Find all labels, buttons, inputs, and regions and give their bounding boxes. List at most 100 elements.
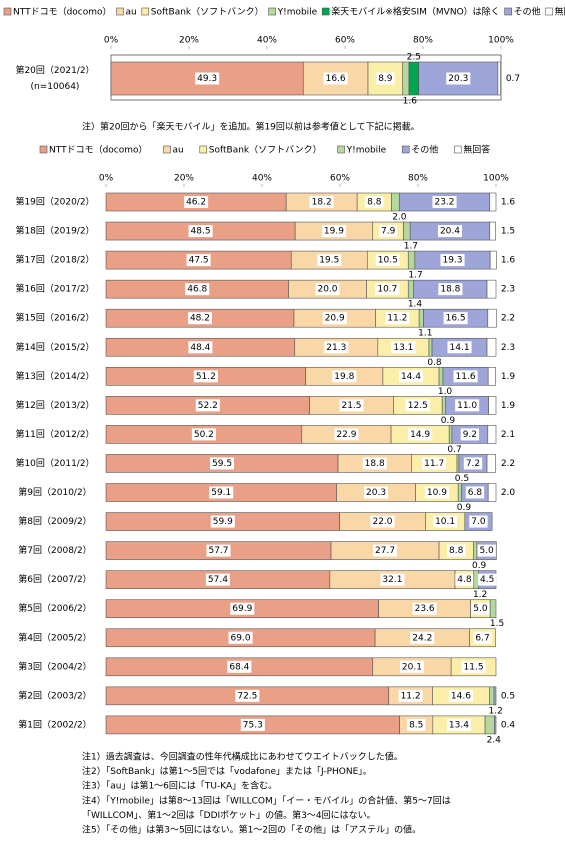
value-label-box xyxy=(432,196,457,208)
value-label: 1.4 xyxy=(408,300,423,310)
value-label: 20.3 xyxy=(366,488,386,498)
value-label-box xyxy=(410,631,435,644)
x-tick-label: 80% xyxy=(413,36,433,46)
value-label: 7.9 xyxy=(381,227,396,237)
value-label: 0.9 xyxy=(472,561,487,571)
category-label: 第19回（2020/2） xyxy=(15,196,94,208)
legend-swatch xyxy=(321,7,330,16)
bar-segment xyxy=(489,192,497,212)
value-label: 2.5 xyxy=(407,53,421,63)
value-label-box xyxy=(209,486,234,499)
bar-segment xyxy=(493,686,497,706)
value-label: 19.3 xyxy=(442,256,462,266)
value-label: 11.0 xyxy=(457,401,477,411)
bar-segment xyxy=(473,541,478,560)
value-label-box xyxy=(309,196,334,208)
value-label: 21.5 xyxy=(341,401,361,411)
value-label: 4.5 xyxy=(480,575,494,585)
category-label: 第4回（2005/2） xyxy=(18,631,91,643)
legend-label: SoftBank（ソフトバンク） xyxy=(151,7,264,18)
value-label-box xyxy=(332,370,357,383)
bar-segment xyxy=(489,250,497,270)
value-label-box xyxy=(448,689,473,702)
value-label: 20.4 xyxy=(440,227,460,237)
x-tick-label: 60% xyxy=(335,36,355,46)
value-label-box xyxy=(440,254,465,267)
value-label-box xyxy=(373,544,398,557)
value-label: 0.7 xyxy=(447,445,461,455)
value-label: 10.5 xyxy=(378,256,398,266)
value-label: 20.1 xyxy=(402,662,422,672)
value-label: 10.9 xyxy=(427,488,447,498)
value-label: 2.0 xyxy=(501,488,516,498)
value-label: 13.1 xyxy=(393,343,413,353)
value-label-box xyxy=(399,660,424,673)
value-label-box xyxy=(408,428,433,441)
x-tick-label: 80% xyxy=(408,174,428,184)
value-label: 27.7 xyxy=(375,546,395,556)
x-tick-label: 0% xyxy=(104,36,119,46)
value-label-box xyxy=(315,283,340,296)
value-label-box xyxy=(469,515,488,528)
legend-label: au xyxy=(126,8,137,18)
value-label: 21.3 xyxy=(326,343,346,353)
value-label: 48.5 xyxy=(191,227,211,237)
x-tick-label: 60% xyxy=(330,174,350,184)
value-label-box xyxy=(385,312,410,325)
bar-segment xyxy=(408,61,420,96)
legend-label: 楽天モバイル※格安SIM（MVNO）は除く xyxy=(331,6,499,18)
value-label: 6.7 xyxy=(475,633,489,643)
value-label-box xyxy=(447,341,472,354)
value-label-box xyxy=(477,544,496,557)
value-label-box xyxy=(184,196,209,208)
value-label-box xyxy=(334,428,359,441)
value-label: 8.9 xyxy=(378,74,393,84)
bar-segment xyxy=(403,221,411,241)
footnote: 注2）「SoftBank」は第1～5回では「vodafone」または「J-PHO… xyxy=(82,765,372,777)
value-label-box xyxy=(365,196,384,208)
value-label-box xyxy=(235,689,260,702)
value-label-box xyxy=(398,689,423,702)
footnote: 「WILLCOM」、第1～2回は「DDIポケット」の値。第3～4回にはない。 xyxy=(82,809,376,821)
value-label-box xyxy=(437,225,463,238)
value-label: 11.6 xyxy=(456,372,476,382)
value-label-box xyxy=(324,341,349,354)
value-label: 57.4 xyxy=(208,575,228,585)
value-label-box xyxy=(195,399,220,412)
value-label: 1.2 xyxy=(473,590,487,600)
value-label: 49.3 xyxy=(197,74,217,84)
value-label-box xyxy=(379,225,398,238)
legend-swatch xyxy=(3,7,12,16)
bar-segment xyxy=(486,279,497,299)
value-label: 46.8 xyxy=(187,285,207,295)
category-label: 第14回（2015/2） xyxy=(15,341,94,353)
value-label-box xyxy=(187,312,213,325)
legend-swatch xyxy=(545,7,553,16)
value-label-box xyxy=(398,370,424,383)
value-label-box xyxy=(206,544,231,557)
category-label: 第3回（2004/2） xyxy=(18,660,91,672)
value-label: 2.1 xyxy=(501,430,515,440)
value-label: 22.9 xyxy=(336,430,356,440)
value-label-box xyxy=(422,457,447,470)
bar-segment xyxy=(486,337,497,357)
value-label-box xyxy=(195,72,220,85)
legend-swatch xyxy=(116,7,124,16)
value-label-box xyxy=(443,312,468,325)
value-label-box xyxy=(446,718,471,731)
value-label: 0.7 xyxy=(506,74,520,84)
value-label-box xyxy=(191,428,216,441)
value-label-box xyxy=(471,602,490,615)
x-tick-label: 0% xyxy=(99,174,114,184)
legend-label: NTTドコモ（docomo） xyxy=(49,145,148,156)
value-label: 23.6 xyxy=(415,604,435,614)
value-label: 50.2 xyxy=(194,430,214,440)
bar-segment xyxy=(402,61,410,96)
category-label: 第10回（2011/2） xyxy=(15,457,94,469)
value-label-box xyxy=(321,225,346,238)
value-label-box xyxy=(186,254,211,267)
value-label-box xyxy=(465,486,485,499)
category-label: 第7回（2008/2） xyxy=(18,544,91,556)
value-label: 2.2 xyxy=(501,314,515,324)
